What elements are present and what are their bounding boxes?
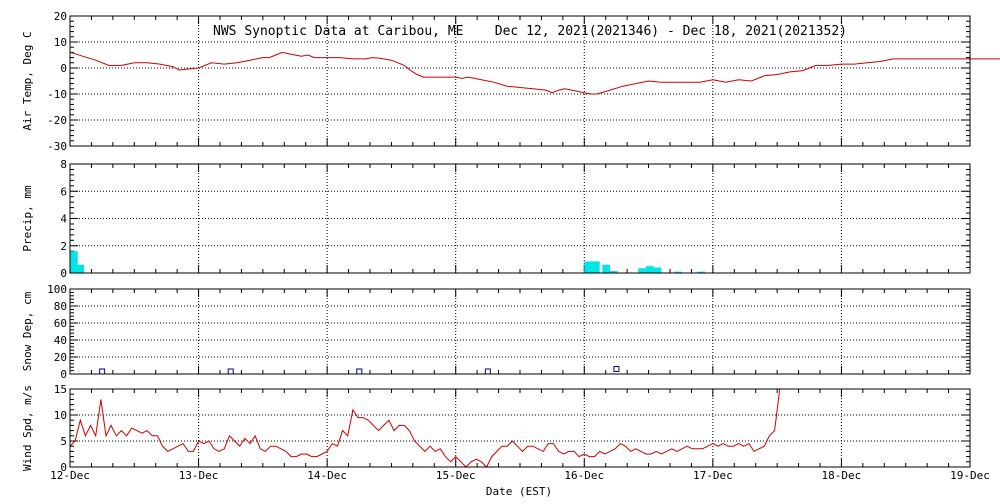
y-tick-label: 0 [60, 267, 67, 280]
y-tick-label: 5 [60, 435, 67, 448]
y-tick-label: 10 [54, 36, 67, 49]
series-line [69, 51, 1000, 95]
panel-wind-speed: 15 10 5 0 Wind Spd, m/s [21, 383, 971, 474]
y-tick-label: 80 [54, 300, 67, 313]
x-tick-label: 19-Dec [950, 469, 990, 482]
panel-air-temp: 20 10 0 -10 -20 -30 Air Temp, Deg C [21, 10, 1000, 153]
x-tick-label: 15-Dec [436, 469, 476, 482]
y-tick-label: 40 [54, 334, 67, 347]
y-tick-label: -30 [47, 140, 67, 153]
y-axis-label: Precip, mm [21, 185, 34, 252]
x-tick-label: 17-Dec [693, 469, 733, 482]
y-tick-label: -10 [47, 88, 67, 101]
precip-bar [602, 264, 610, 273]
x-axis-label: Date (EST) [486, 485, 552, 498]
y-tick-label: -20 [47, 114, 67, 127]
precip-bar [610, 270, 618, 273]
y-tick-label: 100 [47, 283, 67, 296]
y-tick-label: 6 [60, 185, 67, 198]
y-tick-label: 4 [60, 213, 67, 226]
snow-depth-marker [356, 368, 363, 375]
y-tick-label: 60 [54, 317, 67, 330]
y-tick-label: 10 [54, 409, 67, 422]
precip-bar [638, 268, 646, 273]
precip-bar [584, 261, 592, 273]
snow-depth-marker [99, 368, 106, 375]
precip-bar [653, 267, 662, 273]
x-tick-label: 14-Dec [307, 469, 347, 482]
panel-snow-depth: 100 80 60 40 20 0 Snow Dep, cm [21, 283, 971, 381]
panel-precip: 8 6 4 2 0 Precip, mm [21, 158, 971, 280]
y-axis-label: Snow Dep, cm [21, 291, 34, 371]
series-line [69, 388, 781, 468]
panel-frame [69, 288, 971, 375]
y-tick-label: 2 [60, 240, 67, 253]
snow-depth-marker [227, 368, 234, 375]
x-tick-label: 13-Dec [179, 469, 219, 482]
chart-title: NWS Synoptic Data at Caribou, ME Dec 12,… [213, 24, 847, 39]
y-axis-label: Wind Spd, m/s [21, 385, 34, 471]
panel-frame [69, 15, 971, 147]
precip-bar [697, 271, 706, 273]
y-tick-label: 0 [60, 368, 67, 381]
snow-depth-marker [613, 365, 620, 372]
y-tick-label: 0 [60, 62, 67, 75]
x-tick-label: 18-Dec [822, 469, 862, 482]
y-tick-label: 20 [54, 10, 67, 23]
y-tick-label: 8 [60, 158, 67, 171]
y-tick-label: 20 [54, 351, 67, 364]
y-axis-label: Air Temp, Deg C [21, 31, 34, 130]
precip-bar [646, 266, 654, 273]
x-tick-label: 12-Dec [50, 469, 90, 482]
precip-bar [76, 264, 85, 273]
precip-bar [70, 251, 78, 273]
y-tick-label: 15 [54, 383, 67, 396]
snow-depth-marker [484, 368, 491, 375]
panel-frame [69, 388, 971, 468]
x-tick-label: 16-Dec [564, 469, 604, 482]
panel-frame [69, 163, 971, 274]
precip-bar [592, 261, 600, 273]
precip-bar [674, 271, 682, 273]
y-tick-label: 0 [60, 461, 67, 474]
